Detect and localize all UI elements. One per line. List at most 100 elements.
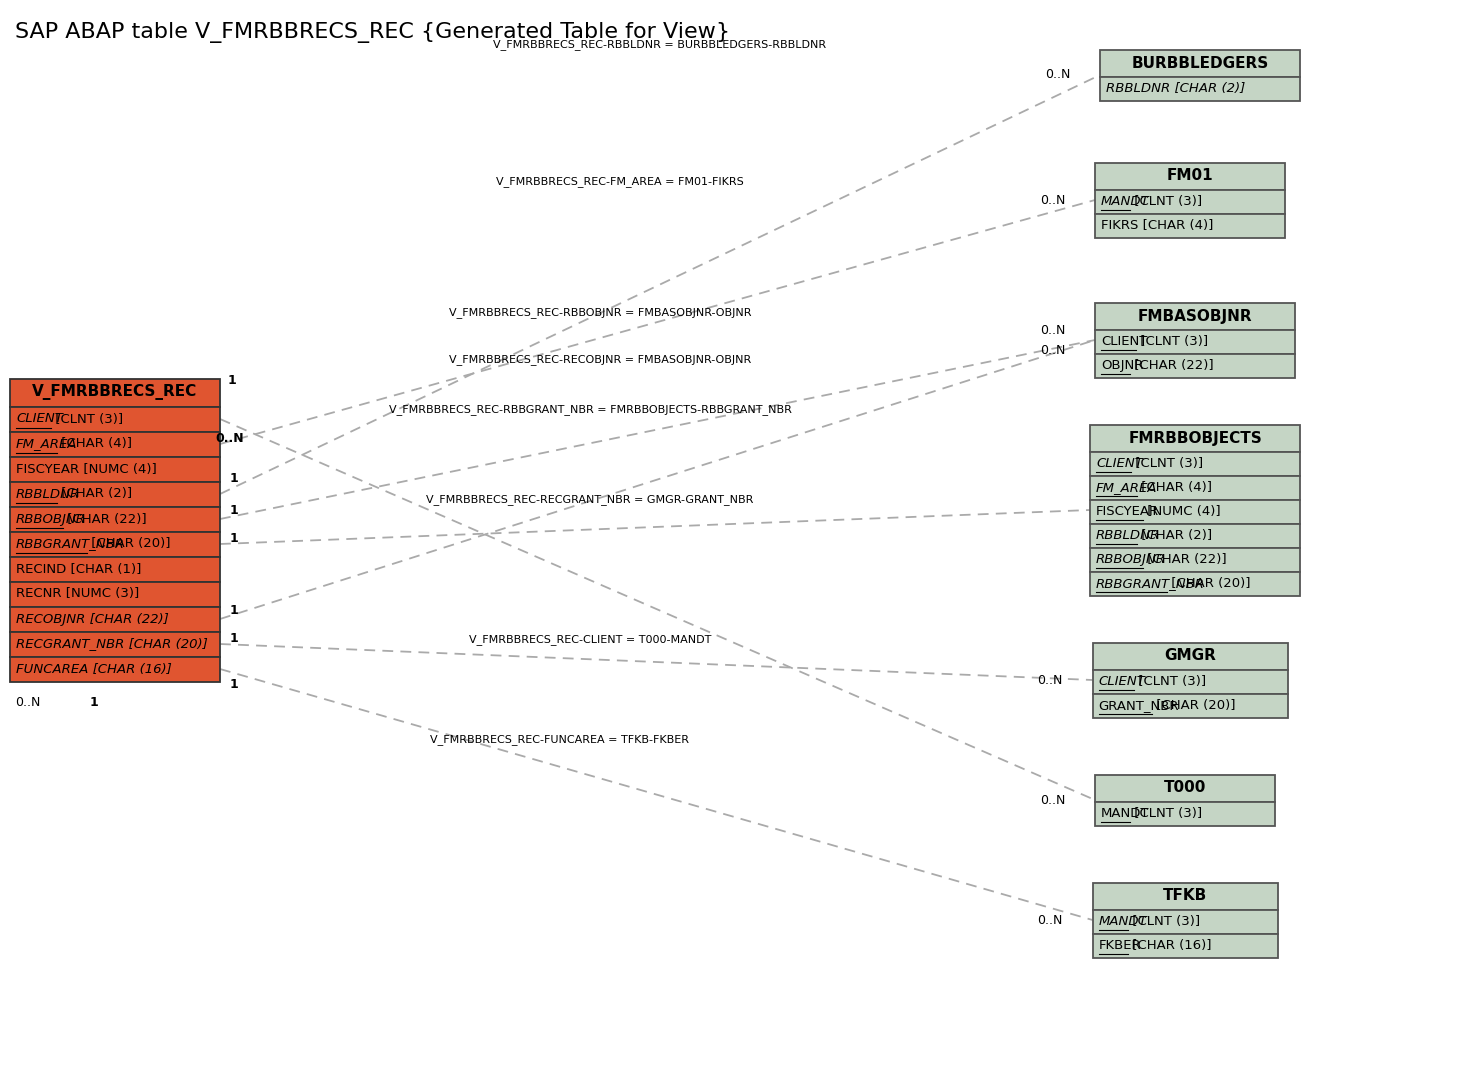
Text: FISCYEAR: FISCYEAR xyxy=(1096,505,1159,518)
Text: [CLNT (3)]: [CLNT (3)] xyxy=(1137,334,1209,349)
Text: GRANT_NBR: GRANT_NBR xyxy=(1099,699,1179,712)
Text: MANDT: MANDT xyxy=(1099,915,1147,928)
Text: RBBGRANT_NBR: RBBGRANT_NBR xyxy=(16,537,125,550)
Text: FM_AREA: FM_AREA xyxy=(16,437,78,451)
Bar xyxy=(1094,190,1285,214)
Text: 1: 1 xyxy=(230,505,239,518)
Text: RECNR [NUMC (3)]: RECNR [NUMC (3)] xyxy=(16,587,139,601)
Bar xyxy=(1093,883,1277,910)
Bar xyxy=(10,432,220,456)
Text: [CLNT (3)]: [CLNT (3)] xyxy=(1134,675,1206,688)
Text: 0..N: 0..N xyxy=(1040,793,1065,806)
Text: 1: 1 xyxy=(229,373,237,386)
Text: V_FMRBBRECS_REC-CLIENT = T000-MANDT: V_FMRBBRECS_REC-CLIENT = T000-MANDT xyxy=(469,634,711,645)
Bar xyxy=(1090,500,1299,523)
Text: 1: 1 xyxy=(230,632,239,645)
Text: FMBASOBJNR: FMBASOBJNR xyxy=(1138,309,1253,324)
Bar xyxy=(1090,451,1299,476)
Text: GMGR: GMGR xyxy=(1165,648,1216,664)
Text: [CHAR (4)]: [CHAR (4)] xyxy=(1137,481,1212,494)
Text: V_FMRBBRECS_REC-FM_AREA = FM01-FIKRS: V_FMRBBRECS_REC-FM_AREA = FM01-FIKRS xyxy=(497,177,744,188)
Text: 1: 1 xyxy=(230,678,239,691)
Text: [CHAR (2)]: [CHAR (2)] xyxy=(1137,529,1213,542)
Text: [CHAR (20)]: [CHAR (20)] xyxy=(86,537,170,550)
Text: 0..N: 0..N xyxy=(1037,673,1064,686)
Text: BURBBLEDGERS: BURBBLEDGERS xyxy=(1131,55,1269,70)
Text: T000: T000 xyxy=(1163,780,1206,795)
Text: 1: 1 xyxy=(230,604,239,617)
Text: MANDT: MANDT xyxy=(1102,195,1150,208)
Text: [CLNT (3)]: [CLNT (3)] xyxy=(1131,807,1203,820)
Text: RECIND [CHAR (1)]: RECIND [CHAR (1)] xyxy=(16,562,142,575)
Bar xyxy=(10,582,220,606)
Text: CLIENT: CLIENT xyxy=(1099,675,1146,688)
Text: [CHAR (22)]: [CHAR (22)] xyxy=(63,513,146,525)
Bar xyxy=(10,606,220,631)
Text: FISCYEAR [NUMC (4)]: FISCYEAR [NUMC (4)] xyxy=(16,463,157,476)
Text: TFKB: TFKB xyxy=(1163,888,1207,903)
Bar xyxy=(1090,547,1299,572)
Bar xyxy=(1093,933,1277,957)
Text: V_FMRBBRECS_REC-RBBOBJNR = FMBASOBJNR-OBJNR: V_FMRBBRECS_REC-RBBOBJNR = FMBASOBJNR-OB… xyxy=(448,308,752,318)
Text: RECOBJNR [CHAR (22)]: RECOBJNR [CHAR (22)] xyxy=(16,613,168,626)
Bar xyxy=(1094,775,1275,802)
Text: V_FMRBBRECS_REC: V_FMRBBRECS_REC xyxy=(32,384,198,400)
Text: [CLNT (3)]: [CLNT (3)] xyxy=(1131,195,1203,208)
Bar xyxy=(1094,802,1275,825)
Text: [CHAR (4)]: [CHAR (4)] xyxy=(57,437,132,451)
Bar xyxy=(1094,302,1295,329)
Text: 0..N: 0..N xyxy=(15,697,41,710)
Bar xyxy=(10,481,220,506)
Text: RECGRANT_NBR [CHAR (20)]: RECGRANT_NBR [CHAR (20)] xyxy=(16,638,208,651)
Text: [CHAR (2)]: [CHAR (2)] xyxy=(57,488,132,501)
Text: 1: 1 xyxy=(89,697,98,710)
Text: FKBER: FKBER xyxy=(1099,939,1141,952)
Bar xyxy=(10,379,220,407)
Bar xyxy=(1090,572,1299,596)
Bar xyxy=(1094,329,1295,354)
Bar xyxy=(1094,354,1295,378)
Text: FMRBBOBJECTS: FMRBBOBJECTS xyxy=(1128,431,1261,446)
Bar xyxy=(10,631,220,656)
Text: CLIENT: CLIENT xyxy=(1096,457,1143,470)
Text: V_FMRBBRECS_REC-RBBGRANT_NBR = FMRBBOBJECTS-RBBGRANT_NBR: V_FMRBBRECS_REC-RBBGRANT_NBR = FMRBBOBJE… xyxy=(388,405,791,415)
Bar xyxy=(1093,642,1288,669)
Text: RBBGRANT_NBR: RBBGRANT_NBR xyxy=(1096,577,1206,590)
Text: RBBLDNR: RBBLDNR xyxy=(1096,529,1160,542)
Text: 0..N: 0..N xyxy=(1037,914,1064,927)
Bar xyxy=(1100,50,1299,77)
Text: FUNCAREA [CHAR (16)]: FUNCAREA [CHAR (16)] xyxy=(16,663,171,675)
Text: 1: 1 xyxy=(230,533,239,546)
Bar xyxy=(1094,163,1285,190)
Bar xyxy=(1093,910,1277,933)
Text: 0..N: 0..N xyxy=(1045,68,1071,82)
Text: RBBOBJNR: RBBOBJNR xyxy=(1096,554,1166,566)
Text: [CHAR (16)]: [CHAR (16)] xyxy=(1128,939,1212,952)
Text: RBBOBJNR: RBBOBJNR xyxy=(16,513,86,525)
Bar xyxy=(1090,476,1299,500)
Text: CLIENT: CLIENT xyxy=(1102,334,1147,349)
Text: 0..N: 0..N xyxy=(1040,193,1065,206)
Text: [CHAR (22)]: [CHAR (22)] xyxy=(1131,359,1214,372)
Text: [CLNT (3)]: [CLNT (3)] xyxy=(1128,915,1200,928)
Text: V_FMRBBRECS_REC-RECOBJNR = FMBASOBJNR-OBJNR: V_FMRBBRECS_REC-RECOBJNR = FMBASOBJNR-OB… xyxy=(448,355,752,366)
Bar xyxy=(1100,77,1299,100)
Text: V_FMRBBRECS_REC-RBBLDNR = BURBBLEDGERS-RBBLDNR: V_FMRBBRECS_REC-RBBLDNR = BURBBLEDGERS-R… xyxy=(494,40,826,51)
Text: V_FMRBBRECS_REC-FUNCAREA = TFKB-FKBER: V_FMRBBRECS_REC-FUNCAREA = TFKB-FKBER xyxy=(431,735,690,746)
Text: [CLNT (3)]: [CLNT (3)] xyxy=(1131,457,1203,470)
Text: RBBLDNR [CHAR (2)]: RBBLDNR [CHAR (2)] xyxy=(1106,82,1245,95)
Bar xyxy=(10,456,220,481)
Text: [CLNT (3)]: [CLNT (3)] xyxy=(51,412,123,425)
Bar xyxy=(1090,523,1299,547)
Text: [CHAR (20)]: [CHAR (20)] xyxy=(1166,577,1250,590)
Text: 1: 1 xyxy=(230,473,239,486)
Text: [CHAR (22)]: [CHAR (22)] xyxy=(1143,554,1226,566)
Text: 0..N: 0..N xyxy=(215,433,243,446)
Text: FIKRS [CHAR (4)]: FIKRS [CHAR (4)] xyxy=(1102,219,1213,232)
Bar xyxy=(1094,214,1285,237)
Text: RBBLDNR: RBBLDNR xyxy=(16,488,81,501)
Bar xyxy=(10,656,220,682)
Bar xyxy=(10,557,220,582)
Bar xyxy=(10,532,220,557)
Text: V_FMRBBRECS_REC-RECGRANT_NBR = GMGR-GRANT_NBR: V_FMRBBRECS_REC-RECGRANT_NBR = GMGR-GRAN… xyxy=(426,494,753,505)
